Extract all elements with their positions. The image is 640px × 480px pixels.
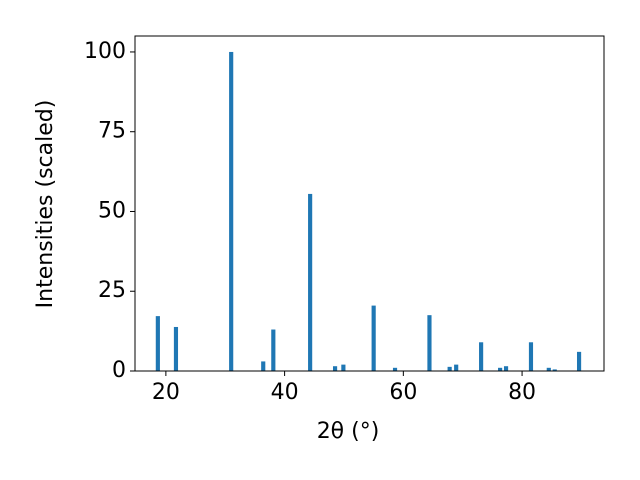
- x-tick-label: 60: [389, 380, 417, 405]
- bar: [308, 193, 313, 371]
- bar: [332, 366, 338, 371]
- y-tick-label: 0: [112, 358, 126, 383]
- bar: [427, 315, 432, 371]
- bar: [546, 367, 551, 371]
- y-tick-label: 25: [98, 278, 126, 303]
- y-axis-label: Intensities (scaled): [33, 100, 58, 309]
- bar: [173, 326, 179, 371]
- y-tick-label: 100: [84, 39, 126, 64]
- bar: [229, 51, 234, 371]
- bar: [271, 329, 276, 371]
- x-tick-label: 20: [152, 380, 180, 405]
- bar: [261, 361, 266, 371]
- bar: [454, 364, 459, 371]
- bar: [447, 366, 452, 371]
- bar: [341, 364, 346, 371]
- bar: [503, 366, 509, 371]
- plot-frame: [134, 35, 605, 372]
- y-tick-label: 75: [98, 119, 126, 144]
- x-tick-label: 80: [508, 380, 536, 405]
- y-tick-label: 50: [98, 198, 126, 223]
- x-tick-label: 40: [271, 380, 299, 405]
- x-axis-label: 2θ (°): [317, 419, 380, 444]
- bar: [552, 369, 557, 371]
- bar: [479, 342, 484, 371]
- bar: [371, 305, 376, 371]
- bar: [576, 351, 582, 371]
- bar: [155, 316, 160, 371]
- bar: [392, 367, 398, 371]
- bar: [528, 342, 534, 371]
- bar: [498, 367, 503, 371]
